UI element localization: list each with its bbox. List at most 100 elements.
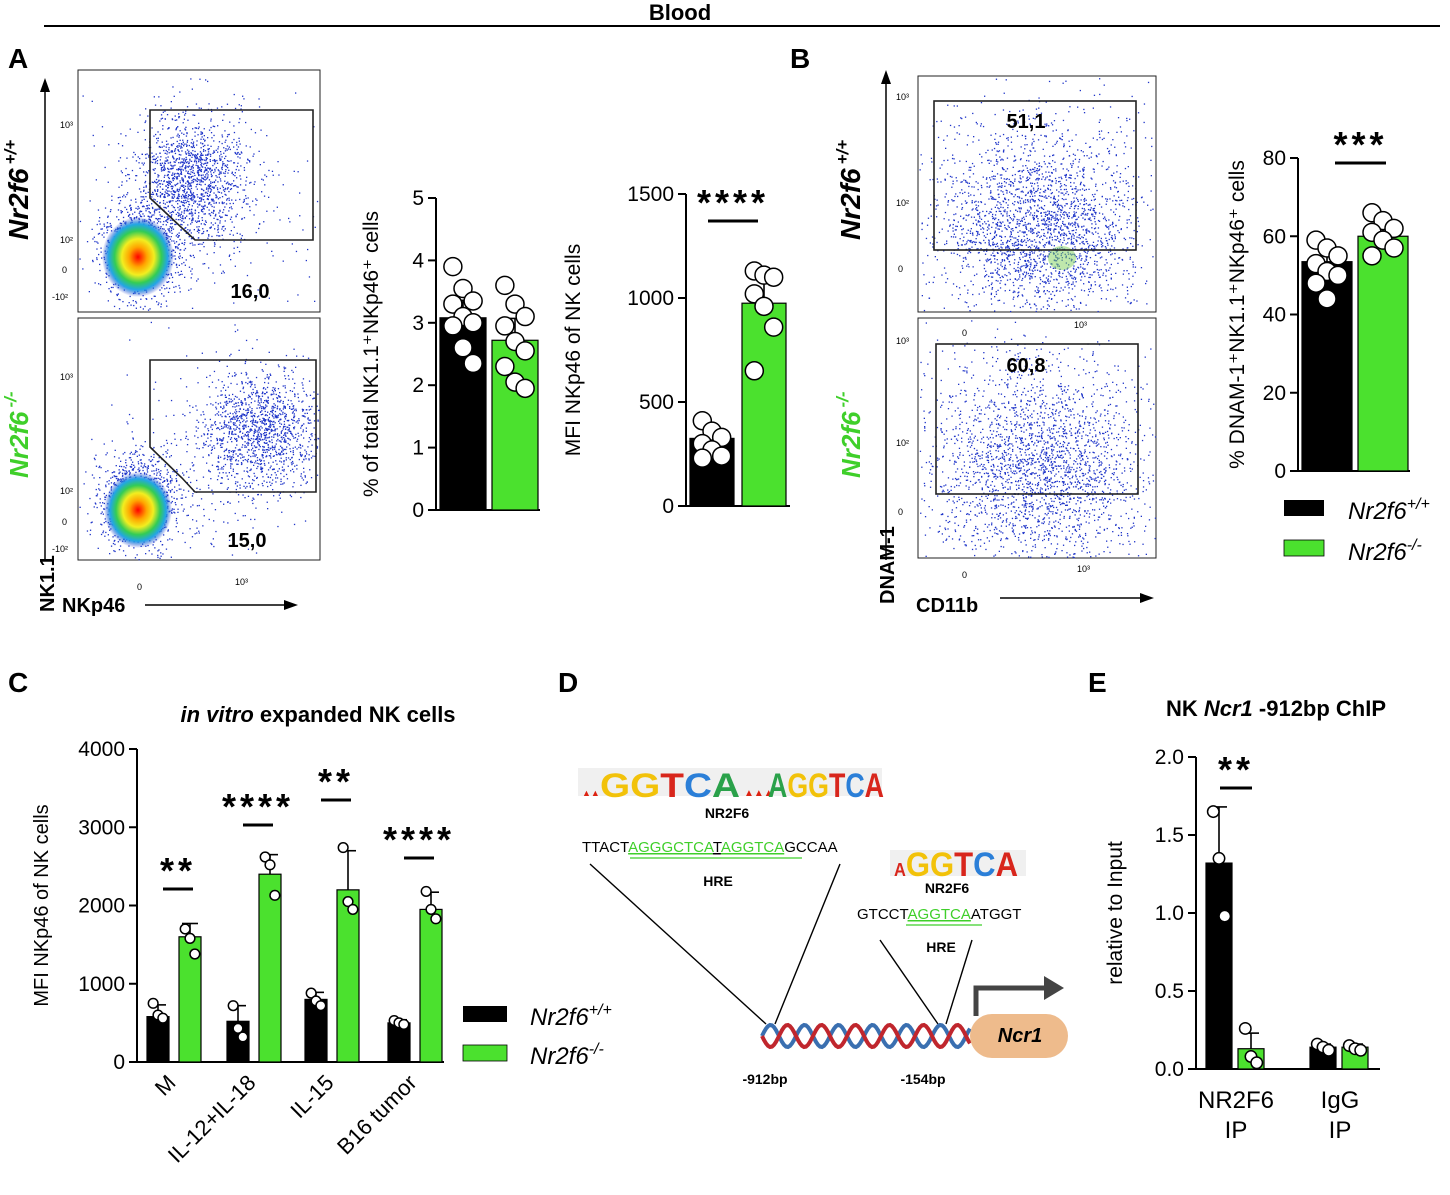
- event-dot: [230, 456, 232, 459]
- event-dot: [186, 145, 188, 147]
- event-dot: [233, 398, 235, 400]
- event-dot: [188, 176, 190, 178]
- event-dot: [170, 229, 173, 232]
- event-dot: [119, 299, 121, 301]
- event-dot: [164, 174, 166, 177]
- event-dot: [223, 420, 226, 422]
- event-dot: [305, 482, 307, 485]
- event-dot: [109, 210, 112, 213]
- event-dot: [250, 402, 252, 404]
- event-dot: [145, 185, 147, 187]
- event-dot: [278, 468, 280, 470]
- event-dot: [203, 195, 206, 197]
- event-dot: [114, 543, 116, 546]
- event-dot: [291, 457, 293, 459]
- event-dot: [176, 176, 178, 178]
- event-dot: [225, 139, 227, 141]
- event-dot: [169, 476, 172, 478]
- event-dot: [120, 210, 122, 212]
- event-dot: [286, 446, 288, 448]
- event-dot: [244, 459, 246, 461]
- event-dot: [220, 192, 223, 194]
- event-dot: [126, 157, 128, 159]
- event-dot: [170, 274, 173, 276]
- event-dot: [101, 126, 104, 128]
- event-dot: [190, 153, 193, 155]
- event-dot: [217, 379, 220, 381]
- event-dot: [241, 438, 244, 440]
- event-dot: [275, 477, 277, 479]
- event-dot: [293, 428, 295, 430]
- y-tick-label: 1000: [627, 287, 674, 310]
- event-dot: [163, 176, 165, 178]
- event-dot: [209, 194, 211, 197]
- event-dot: [237, 449, 239, 451]
- event-dot: [242, 425, 244, 427]
- event-dot: [92, 238, 94, 240]
- event-dot: [198, 448, 200, 450]
- event-dot: [175, 235, 177, 237]
- event-dot: [187, 119, 189, 121]
- event-dot: [251, 412, 253, 414]
- event-dot: [247, 197, 249, 199]
- event-dot: [181, 177, 183, 179]
- event-dot: [261, 191, 263, 193]
- event-dot: [139, 157, 141, 160]
- event-dot: [207, 484, 210, 486]
- event-dot: [262, 179, 264, 181]
- event-dot: [248, 431, 250, 433]
- event-dot: [233, 226, 235, 228]
- event-dot: [245, 403, 247, 406]
- event-dot: [208, 454, 210, 457]
- event-dot: [262, 402, 265, 404]
- event-dot: [254, 431, 256, 433]
- event-dot: [177, 214, 180, 217]
- event-dot: [176, 168, 178, 171]
- event-dot: [261, 421, 263, 423]
- event-dot: [139, 210, 141, 212]
- event-dot: [163, 180, 165, 183]
- event-dot: [219, 178, 222, 180]
- event-dot: [229, 426, 232, 428]
- event-dot: [122, 301, 124, 303]
- event-dot: [221, 234, 223, 236]
- event-dot: [241, 235, 243, 237]
- event-dot: [210, 132, 213, 134]
- event-dot: [301, 424, 303, 426]
- gate-a-ko-value: 15,0: [228, 530, 267, 552]
- event-dot: [269, 419, 271, 422]
- event-dot: [109, 290, 112, 292]
- event-dot: [228, 197, 230, 199]
- event-dot: [311, 444, 313, 446]
- event-dot: [151, 181, 153, 183]
- event-dot: [302, 410, 304, 412]
- event-dot: [185, 126, 187, 128]
- event-dot: [163, 444, 165, 447]
- event-dot: [185, 152, 187, 155]
- event-dot: [264, 184, 266, 186]
- event-dot: [132, 468, 134, 470]
- event-dot: [213, 447, 216, 449]
- event-dot: [194, 212, 196, 214]
- event-dot: [221, 201, 223, 203]
- event-dot: [317, 420, 319, 422]
- event-dot: [278, 494, 280, 496]
- event-dot: [232, 450, 234, 452]
- event-dot: [271, 409, 274, 411]
- event-dot: [132, 437, 134, 439]
- event-dot: [203, 515, 205, 517]
- event-dot: [183, 200, 185, 202]
- event-dot: [165, 224, 167, 226]
- event-dot: [180, 173, 183, 175]
- event-dot: [207, 430, 210, 432]
- event-dot: [163, 534, 165, 536]
- event-dot: [198, 532, 200, 534]
- event-dot: [248, 476, 251, 478]
- event-dot: [290, 408, 293, 410]
- event-dot: [191, 495, 194, 497]
- event-dot: [254, 475, 256, 477]
- event-dot: [234, 395, 237, 398]
- event-dot: [164, 110, 166, 112]
- event-dot: [260, 435, 262, 437]
- event-dot: [276, 206, 278, 208]
